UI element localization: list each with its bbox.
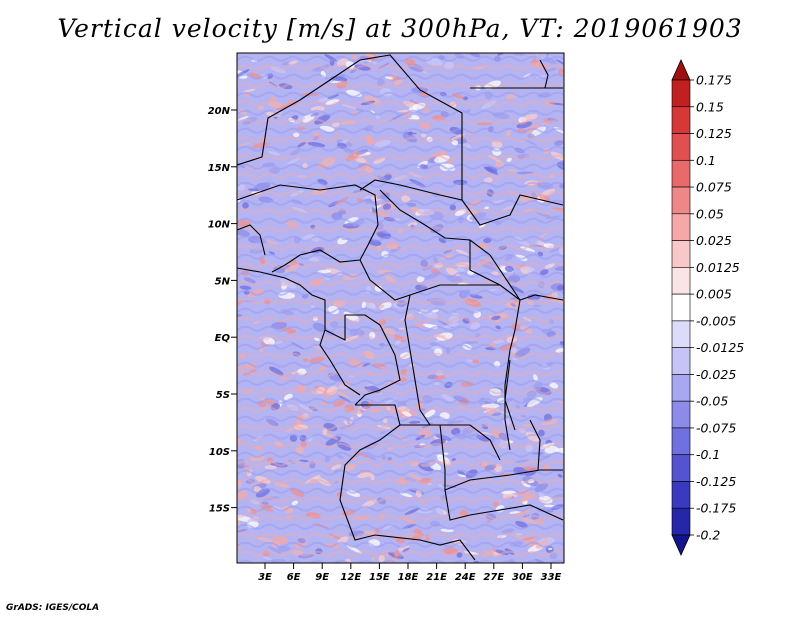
colorbar-swatch <box>671 240 691 268</box>
colorbar-swatch <box>671 427 691 456</box>
colorbar-swatch <box>671 133 691 161</box>
lon-tick-label: 15E <box>369 572 390 583</box>
lat-tick-label: 5N <box>215 276 231 287</box>
lon-tick-label: 3E <box>258 572 272 583</box>
colorbar-label: 0.005 <box>696 287 732 302</box>
colorbar-label: 0.025 <box>696 233 732 248</box>
colorbar-swatch <box>671 374 691 402</box>
lon-tick-label: 9E <box>315 572 329 583</box>
lat-tick-label: 15S <box>209 504 230 515</box>
lon-tick-label: 12E <box>340 572 361 583</box>
colorbar-label: 0.15 <box>696 99 724 114</box>
colorbar-swatch <box>671 320 691 348</box>
colorbar-swatch <box>671 481 691 509</box>
lon-tick-label: 6E <box>287 572 301 583</box>
colorbar: 0.175 0.15 0.125 0.1 0.075 0.05 0.025 0.0125 0.0… <box>671 59 744 556</box>
grads-credit: GrADS: IGES/COLA <box>6 603 100 613</box>
colorbar-swatch <box>671 79 691 108</box>
latitude-axis: 20N 15N 10N 5N EQ 5S 10S 15S <box>208 106 237 515</box>
lat-tick-label: EQ <box>215 333 231 344</box>
colorbar-swatch <box>671 159 691 188</box>
lon-tick-label: 27E <box>483 572 504 583</box>
colorbar-top-arrow <box>671 59 691 81</box>
longitude-axis: 3E 6E 9E 12E 15E 18E 21E 24E 27E 30E 33E <box>258 563 562 583</box>
colorbar-swatch <box>671 267 691 295</box>
lon-tick-label: 33E <box>541 572 562 583</box>
colorbar-swatch <box>671 507 691 536</box>
colorbar-swatch <box>671 454 691 482</box>
colorbar-label: -0.05 <box>696 394 728 409</box>
colorbar-label: -0.075 <box>696 420 736 435</box>
colorbar-swatch <box>671 213 691 241</box>
velocity-field <box>237 53 564 563</box>
map-title: Vertical velocity [m/s] at 300hPa, VT: 2… <box>57 14 743 43</box>
colorbar-swatch <box>671 106 691 134</box>
colorbar-swatch <box>671 293 691 322</box>
colorbar-label: -0.2 <box>696 528 720 543</box>
lon-tick-label: 21E <box>426 572 447 583</box>
colorbar-label: 0.175 <box>696 73 732 88</box>
lon-tick-label: 18E <box>398 572 419 583</box>
lat-tick-label: 5S <box>216 390 230 401</box>
colorbar-bottom-arrow <box>671 534 691 556</box>
colorbar-label: -0.175 <box>696 501 736 516</box>
colorbar-label: -0.0125 <box>696 340 744 355</box>
lon-tick-label: 24E <box>455 572 476 583</box>
colorbar-label: -0.1 <box>696 447 720 462</box>
plot-frame <box>236 52 565 564</box>
colorbar-label: 0.0125 <box>696 260 740 275</box>
colorbar-swatch <box>671 186 691 215</box>
colorbar-label: -0.005 <box>696 313 736 328</box>
colorbar-label: 0.05 <box>696 206 724 221</box>
colorbar-swatch <box>671 400 691 429</box>
colorbar-label: 0.125 <box>696 126 732 141</box>
colorbar-label: -0.025 <box>696 367 736 382</box>
colorbar-swatch <box>671 347 691 375</box>
colorbar-label: -0.125 <box>696 474 736 489</box>
country-borders <box>237 54 564 561</box>
colorbar-label: 0.1 <box>696 153 716 168</box>
lat-tick-label: 10S <box>209 447 230 458</box>
lat-tick-label: 20N <box>208 106 231 117</box>
lat-tick-label: 15N <box>208 163 231 174</box>
lat-tick-label: 10N <box>208 220 231 231</box>
lon-tick-label: 30E <box>512 572 533 583</box>
colorbar-label: 0.075 <box>696 180 732 195</box>
